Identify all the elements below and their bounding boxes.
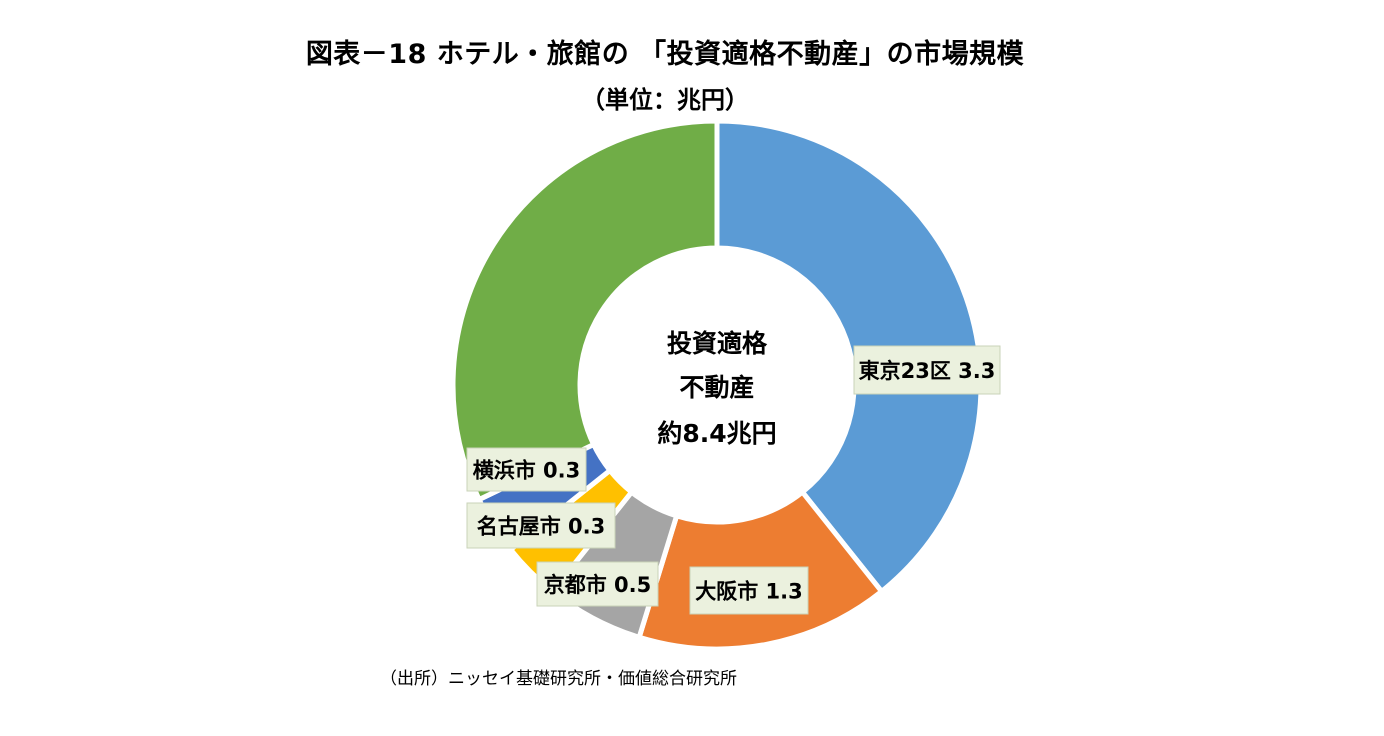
data-label-京都市: 京都市 0.5 [536,561,659,607]
data-label-box [466,447,587,492]
data-label-text: 名古屋市 0.3 [477,515,606,539]
slice-東京23区 [714,118,984,595]
data-label-東京23区: 東京23区 3.3 [853,345,1001,395]
data-label-text: 東京23区 3.3 [859,359,996,383]
data-label-大阪市: 大阪市 1.3 [689,566,809,615]
data-label-横浜市: 横浜市 0.3 [466,447,587,492]
data-label-text: 京都市 0.5 [544,573,652,597]
data-label-text: 横浜市 0.3 [473,459,581,483]
center-text-line-2: 不動産 [679,373,754,402]
data-label-text: 大阪市 1.3 [695,580,803,604]
chart-subtitle: （単位：兆円） [581,86,749,114]
data-label-box [853,345,1001,395]
center-text-line-3: 約8.4兆円 [657,419,776,448]
data-label-名古屋市: 名古屋市 0.3 [466,502,616,549]
data-labels: 東京23区 3.3 大阪市 1.3 京都市 0.5 名古屋市 0.3 横浜市 0.3 [466,345,1001,615]
data-label-box [689,566,809,615]
chart-title: 図表－18 ホテル・旅館の 「投資適格不動産」の市場規模 [305,39,1025,70]
data-label-box [466,502,616,549]
source-note: （出所）ニッセイ基礎研究所・価値総合研究所 [380,669,737,689]
center-label: 投資適格 不動産 約8.4兆円 [657,329,776,448]
data-label-box [536,561,659,607]
slice-other [450,118,720,503]
center-text-line-1: 投資適格 [667,329,768,358]
